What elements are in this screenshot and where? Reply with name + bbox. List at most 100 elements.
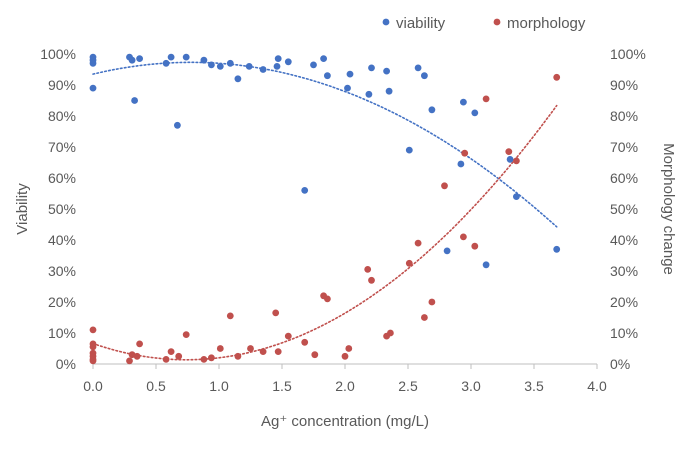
x-tick-label: 2.0 (335, 378, 355, 394)
point-morphology (274, 348, 282, 355)
legend: viability morphology (382, 15, 586, 32)
axes-layer: 0.0 0.5 1.0 1.5 2.0 2.5 3.0 3.5 4.0 0% 10% 20% 30% 4… (14, 46, 677, 430)
point-viability (234, 75, 242, 83)
point-morphology (441, 182, 448, 190)
y-right-tick-label: 10% (610, 325, 638, 341)
y-axis-left-ticks: 0% 10% 20% 30% 40% 50% 60% 70% 80% 90% 100% (40, 46, 76, 372)
legend-marker-viability (382, 18, 390, 26)
point-morphology (208, 354, 215, 362)
point-morphology (482, 95, 490, 103)
point-viability (245, 63, 253, 70)
y-right-tick-label: 90% (610, 77, 638, 93)
point-viability (216, 63, 224, 70)
y-left-tick-label: 80% (48, 108, 76, 124)
x-tick-label: 1.0 (209, 378, 229, 394)
y-left-tick-label: 90% (48, 77, 76, 93)
y-right-tick-label: 60% (610, 170, 638, 186)
point-morphology (182, 331, 190, 338)
point-morphology (284, 332, 292, 340)
point-morphology (247, 345, 254, 352)
y-right-tick-label: 70% (610, 139, 638, 155)
x-axis-title: Ag⁺ concentration (mg/L) (261, 413, 429, 430)
point-morphology (136, 340, 144, 348)
point-viability (273, 63, 281, 70)
point-morphology (234, 352, 242, 360)
point-viability (513, 193, 520, 201)
x-tick-label: 3.0 (461, 378, 481, 394)
point-morphology (421, 314, 428, 321)
point-viability (460, 98, 467, 106)
point-morphology (324, 295, 331, 303)
point-morphology (133, 352, 141, 360)
trendline-morphology (92, 104, 558, 361)
point-morphology (471, 242, 479, 250)
point-morphology (364, 266, 372, 273)
point-viability (421, 72, 428, 80)
legend-marker-morphology (493, 18, 501, 26)
point-morphology (505, 148, 513, 156)
y-left-tick-label: 20% (48, 294, 76, 310)
trendline-viability (92, 61, 558, 228)
point-morphology (345, 345, 353, 352)
point-viability (383, 67, 390, 75)
point-morphology (89, 343, 97, 351)
point-viability (167, 53, 175, 61)
x-axis-ticks: 0.0 0.5 1.0 1.5 2.0 2.5 3.0 3.5 4.0 (83, 364, 607, 394)
y-right-tick-label: 40% (610, 232, 638, 248)
point-viability (301, 187, 309, 194)
point-viability (428, 106, 436, 114)
point-viability (368, 64, 375, 72)
point-viability (182, 53, 190, 61)
point-viability (89, 84, 97, 92)
x-tick-label: 0.5 (146, 378, 166, 394)
y-left-tick-label: 30% (48, 263, 76, 279)
y-axis-right-title: Morphology change (660, 143, 677, 275)
y-right-tick-label: 100% (610, 46, 646, 62)
point-morphology (414, 239, 422, 247)
point-viability (284, 58, 292, 66)
y-left-tick-label: 0% (56, 356, 76, 372)
point-viability (471, 109, 479, 117)
y-right-tick-label: 30% (610, 263, 638, 279)
y-left-tick-label: 10% (48, 325, 76, 341)
point-morphology (162, 356, 170, 363)
y-left-tick-label: 40% (48, 232, 76, 248)
y-right-tick-label: 80% (610, 108, 638, 124)
point-viability (320, 55, 327, 62)
data-points (89, 53, 561, 365)
point-morphology (553, 73, 561, 81)
point-viability (226, 59, 234, 67)
y-axis-right-ticks: 0% 10% 20% 30% 40% 50% 60% 70% 80% 90% 100% (610, 46, 646, 372)
point-morphology (311, 351, 319, 359)
point-viability (553, 245, 561, 253)
y-left-tick-label: 70% (48, 139, 76, 155)
point-morphology (387, 329, 394, 337)
point-viability (324, 72, 331, 80)
y-right-tick-label: 20% (610, 294, 638, 310)
point-morphology (428, 298, 436, 306)
y-axis-left-title: Viability (14, 183, 31, 235)
point-viability (457, 160, 465, 168)
point-viability (200, 56, 208, 64)
point-morphology (272, 309, 280, 317)
point-morphology (341, 352, 349, 360)
x-tick-label: 1.5 (272, 378, 292, 394)
point-viability (174, 121, 181, 129)
point-viability (346, 70, 354, 78)
point-viability (162, 59, 170, 67)
point-morphology (167, 348, 175, 355)
point-viability (385, 87, 393, 95)
point-morphology (226, 312, 234, 320)
point-morphology (368, 276, 375, 284)
x-tick-label: 0.0 (83, 378, 103, 394)
legend-label-viability: viability (396, 15, 446, 32)
point-morphology (89, 357, 97, 365)
y-left-tick-label: 50% (48, 201, 76, 217)
point-viability (443, 247, 451, 255)
point-viability (310, 61, 317, 69)
point-viability (414, 64, 422, 72)
point-morphology (513, 157, 520, 165)
point-viability (259, 66, 267, 73)
y-left-tick-label: 60% (48, 170, 76, 186)
